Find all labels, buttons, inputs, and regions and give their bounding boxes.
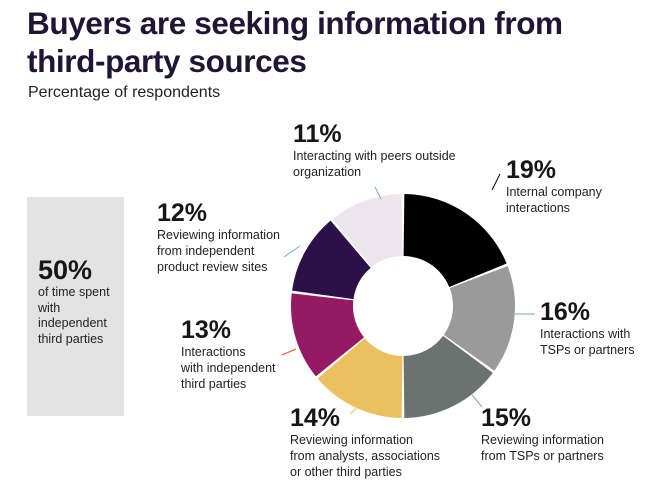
- donut-slice-3: [317, 338, 403, 418]
- slice-value-label: 11%: [293, 120, 342, 148]
- slice-label-2: 15% Reviewing information from TSPs or pa…: [481, 404, 604, 464]
- slice-label-4: 13% Interactions with independent third p…: [181, 316, 276, 392]
- slice-category-label: Interactions with independent third part…: [181, 345, 276, 391]
- slice-category-label: Internal company interactions: [506, 185, 602, 215]
- slice-label-6: 11% Interacting with peers outside organi…: [293, 120, 456, 180]
- slice-value-label: 16%: [540, 298, 591, 326]
- slice-value-label: 19%: [506, 156, 557, 184]
- leader-line-6: [374, 186, 382, 200]
- leader-line-0: [491, 173, 501, 191]
- leader-line-2: [471, 394, 483, 408]
- leader-line-5: [283, 245, 301, 258]
- leader-line-3: [349, 403, 362, 415]
- side-note-text: of time spent with independent third par…: [38, 285, 110, 346]
- slice-category-label: Reviewing information from TSPs or partn…: [481, 433, 604, 463]
- slice-value-label: 15%: [481, 404, 532, 432]
- chart-subtitle: Percentage of respondents: [28, 84, 221, 101]
- slice-label-0: 19% Internal company interactions: [506, 156, 602, 216]
- leader-line-4: [281, 348, 297, 356]
- slice-label-5: 12% Reviewing information from independen…: [157, 199, 280, 275]
- slice-category-label: Reviewing information from independent p…: [157, 228, 280, 274]
- side-note-panel: 50% of time spent with independent third…: [27, 197, 124, 416]
- side-note-value: 50%: [38, 255, 93, 285]
- slice-label-3: 14% Reviewing information from analysts, …: [290, 404, 440, 480]
- slice-value-label: 12%: [157, 199, 208, 227]
- chart-title: Buyers are seeking information from third…: [27, 5, 563, 79]
- slice-value-label: 14%: [290, 404, 341, 432]
- donut-slice-2: [403, 335, 493, 418]
- slice-value-label: 13%: [181, 316, 232, 344]
- donut-slice-6: [332, 194, 403, 268]
- donut-slice-4: [291, 293, 365, 377]
- donut-slice-1: [443, 266, 515, 371]
- slice-category-label: Interacting with peers outside organizat…: [293, 149, 456, 179]
- slice-category-label: Reviewing information from analysts, ass…: [290, 433, 441, 479]
- slice-category-label: Interactions with TSPs or partners: [540, 327, 635, 357]
- slice-label-1: 16% Interactions with TSPs or partners: [540, 298, 634, 358]
- donut-slice-5: [292, 220, 371, 300]
- donut-slice-0: [403, 194, 507, 288]
